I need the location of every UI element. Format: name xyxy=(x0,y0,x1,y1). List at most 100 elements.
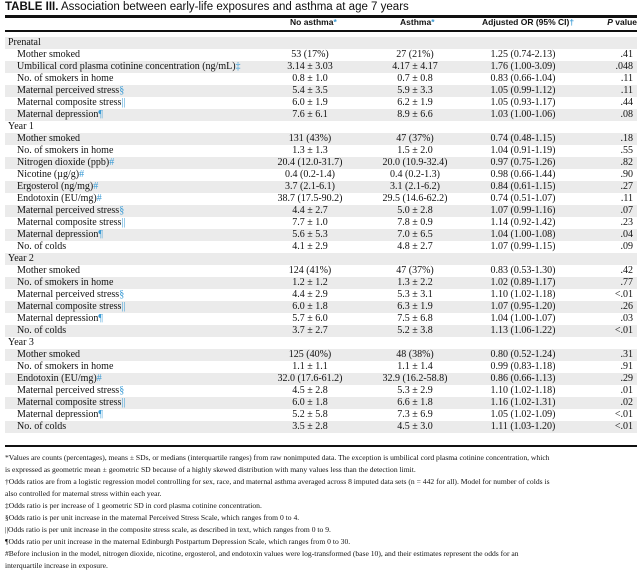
row-label: No. of smokers in home xyxy=(17,277,114,288)
row-label: Umbilical cord plasma cotinine concentra… xyxy=(17,61,241,72)
row-label: Maternal composite stress|| xyxy=(17,217,126,228)
section-label: Year 2 xyxy=(8,253,34,264)
cell-adjusted-or: 1.05 (0.99-1.12) xyxy=(490,85,556,96)
cell-no-asthma: 3.14 ± 3.03 xyxy=(287,61,333,72)
table-header: No asthma* Asthma* Adjusted OR (95% CI)†… xyxy=(5,17,637,29)
cell-p-value: .91 xyxy=(620,361,634,372)
table-row: Mother smoked 124 (41%) 47 (37%) 0.83 (0… xyxy=(5,265,637,277)
footnote: #Before inclusion in the model, nitrogen… xyxy=(5,549,519,558)
footnote: interquartile increase in exposure. xyxy=(5,561,108,570)
cell-p-value: .11 xyxy=(620,193,633,204)
cell-p-value: .27 xyxy=(620,181,634,192)
cell-p-value: .03 xyxy=(620,313,634,324)
cell-asthma: 7.0 ± 6.5 xyxy=(397,229,433,240)
bottom-rule xyxy=(5,445,637,447)
footnote: ‡Odds ratio is per increase of 1 geometr… xyxy=(5,501,262,510)
cell-no-asthma: 6.0 ± 1.8 xyxy=(292,397,328,408)
header-rule xyxy=(5,30,637,32)
row-label: Nicotine (µg/g)# xyxy=(17,169,85,180)
cell-asthma: 4.8 ± 2.7 xyxy=(397,241,433,252)
table-row: Mother smoked 131 (43%) 47 (37%) 0.74 (0… xyxy=(5,133,637,145)
cell-adjusted-or: 0.98 (0.66-1.44) xyxy=(490,169,556,180)
cell-no-asthma: 4.5 ± 2.8 xyxy=(292,385,328,396)
footnote: §Odds ratio is per unit increase in the … xyxy=(5,513,300,522)
footnote: also controlled for maternal stress with… xyxy=(5,489,162,498)
section-label: Year 1 xyxy=(8,121,34,132)
cell-asthma: 20.0 (10.9-32.4) xyxy=(382,157,448,168)
cell-p-value: .01 xyxy=(620,385,634,396)
cell-no-asthma: 3.7 (2.1-6.1) xyxy=(285,181,335,192)
footnote-marker: # xyxy=(96,373,102,384)
top-rule xyxy=(5,15,637,18)
cell-no-asthma: 3.7 ± 2.7 xyxy=(292,325,328,336)
table-row: Maternal composite stress|| 6.0 ± 1.8 6.… xyxy=(5,301,637,313)
table-row: Maternal composite stress|| 6.0 ± 1.8 6.… xyxy=(5,397,637,409)
row-label: Maternal perceived stress§ xyxy=(17,385,125,396)
cell-asthma: 3.1 (2.1-6.2) xyxy=(390,181,440,192)
row-label: Maternal perceived stress§ xyxy=(17,85,125,96)
row-label: Maternal perceived stress§ xyxy=(17,289,125,300)
footnote-marker: # xyxy=(96,193,102,204)
cell-asthma: 7.8 ± 0.9 xyxy=(397,217,433,228)
cell-adjusted-or: 0.83 (0.53-1.30) xyxy=(490,265,556,276)
cell-p-value: .11 xyxy=(620,73,633,84)
row-label: Maternal depression¶ xyxy=(17,313,103,324)
footnote-marker: ¶ xyxy=(98,313,103,324)
cell-no-asthma: 53 (17%) xyxy=(291,49,329,60)
cell-asthma: 5.0 ± 2.8 xyxy=(397,205,433,216)
cell-adjusted-or: 1.05 (0.93-1.17) xyxy=(490,97,556,108)
cell-asthma: 6.2 ± 1.9 xyxy=(397,97,433,108)
footnote-marker: ‡ xyxy=(235,61,241,72)
section-row: Year 3 xyxy=(5,337,637,349)
cell-adjusted-or: 1.07 (0.95-1.20) xyxy=(490,301,556,312)
row-label: No. of colds xyxy=(17,325,67,336)
table-row: Maternal perceived stress§ 5.4 ± 3.5 5.9… xyxy=(5,85,637,97)
cell-adjusted-or: 1.11 (1.03-1.20) xyxy=(490,421,556,432)
cell-p-value: .04 xyxy=(620,229,634,240)
table-row: Maternal depression¶ 5.7 ± 6.0 7.5 ± 6.8… xyxy=(5,313,637,325)
cell-adjusted-or: 1.25 (0.74-2.13) xyxy=(490,49,556,60)
cell-adjusted-or: 0.97 (0.75-1.26) xyxy=(490,157,556,168)
row-label: Maternal depression¶ xyxy=(17,409,103,420)
cell-adjusted-or: 1.16 (1.02-1.31) xyxy=(490,397,556,408)
table-row: Umbilical cord plasma cotinine concentra… xyxy=(5,61,637,73)
cell-adjusted-or: 1.04 (1.00-1.07) xyxy=(490,313,556,324)
footnote-marker: || xyxy=(121,301,126,312)
cell-no-asthma: 6.0 ± 1.9 xyxy=(292,97,328,108)
cell-asthma: 1.1 ± 1.4 xyxy=(397,361,433,372)
cell-p-value: <.01 xyxy=(614,325,633,336)
cell-adjusted-or: 1.14 (0.92-1.42) xyxy=(490,217,556,228)
cell-p-value: .55 xyxy=(620,145,634,156)
row-label: No. of smokers in home xyxy=(17,73,114,84)
cell-p-value: .09 xyxy=(620,241,634,252)
table-row: Endotoxin (EU/mg)# 38.7 (17.5-90.2) 29.5… xyxy=(5,193,637,205)
cell-asthma: 4.5 ± 3.0 xyxy=(397,421,433,432)
cell-adjusted-or: 1.07 (0.99-1.16) xyxy=(490,205,556,216)
cell-no-asthma: 7.7 ± 1.0 xyxy=(292,217,328,228)
row-label: Maternal perceived stress§ xyxy=(17,205,125,216)
cell-asthma: 29.5 (14.6-62.2) xyxy=(382,193,448,204)
table-row: Maternal depression¶ 5.6 ± 5.3 7.0 ± 6.5… xyxy=(5,229,637,241)
table-row: No. of colds 4.1 ± 2.9 4.8 ± 2.7 1.07 (0… xyxy=(5,241,637,253)
row-label: No. of colds xyxy=(17,241,67,252)
cell-asthma: 0.4 (0.2-1.3) xyxy=(390,169,440,180)
cell-asthma: 47 (37%) xyxy=(396,133,434,144)
cell-asthma: 5.2 ± 3.8 xyxy=(397,325,433,336)
cell-no-asthma: 38.7 (17.5-90.2) xyxy=(277,193,343,204)
cell-adjusted-or: 0.83 (0.66-1.04) xyxy=(490,73,556,84)
row-label: Maternal composite stress|| xyxy=(17,397,126,408)
cell-asthma: 7.3 ± 6.9 xyxy=(397,409,433,420)
cell-asthma: 8.9 ± 6.6 xyxy=(397,109,433,120)
footnote-marker: # xyxy=(79,169,85,180)
table-row: Maternal depression¶ 5.2 ± 5.8 7.3 ± 6.9… xyxy=(5,409,637,421)
cell-p-value: <.01 xyxy=(614,289,633,300)
footnote-marker: ¶ xyxy=(98,409,103,420)
cell-p-value: .23 xyxy=(620,217,634,228)
cell-no-asthma: 4.4 ± 2.7 xyxy=(292,205,328,216)
cell-p-value: .02 xyxy=(620,397,634,408)
cell-adjusted-or: 1.13 (1.06-1.22) xyxy=(490,325,556,336)
cell-no-asthma: 1.2 ± 1.2 xyxy=(292,277,328,288)
cell-p-value: .26 xyxy=(620,301,634,312)
cell-p-value: .90 xyxy=(620,169,634,180)
footnotes: *Values are counts (percentages), means … xyxy=(5,452,637,572)
